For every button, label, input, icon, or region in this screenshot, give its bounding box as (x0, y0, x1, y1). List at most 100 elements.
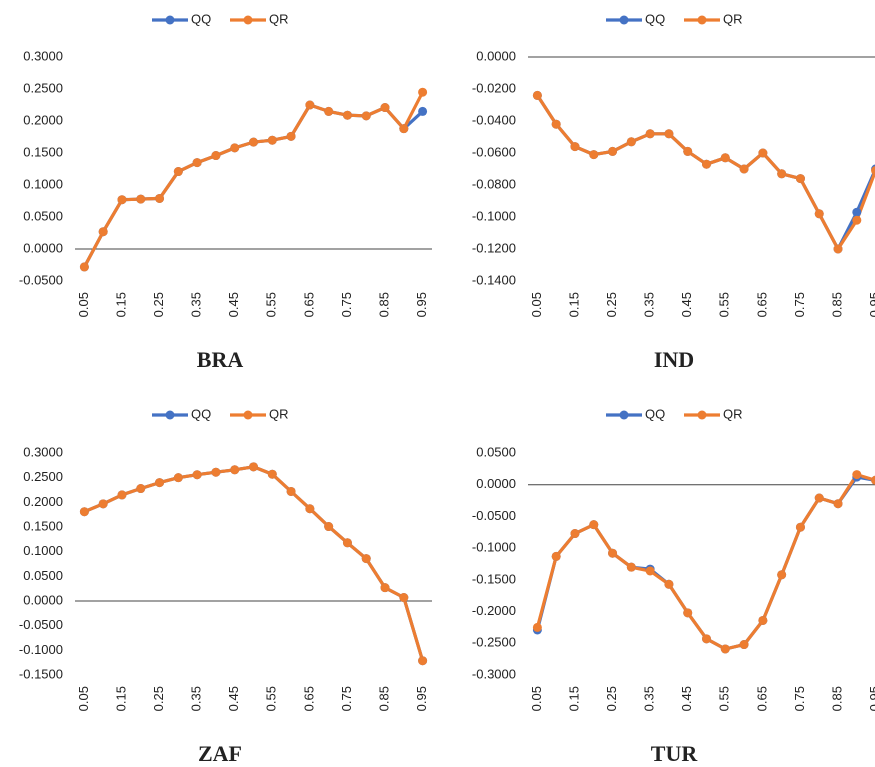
y-tick-label: 0.2500 (23, 80, 63, 95)
marker (418, 87, 428, 97)
marker (230, 143, 240, 153)
legend-marker (697, 15, 707, 25)
y-tick-label: 0.0000 (23, 240, 63, 255)
x-tick-label: 0.55 (717, 686, 732, 711)
y-tick-label: 0.0000 (476, 48, 516, 63)
marker (702, 634, 711, 644)
series-line (82, 91, 425, 268)
y-tick-label: -0.1500 (19, 666, 63, 681)
y-tick-label: -0.1500 (472, 571, 516, 586)
marker (551, 119, 561, 129)
y-tick-label: 0.1000 (23, 176, 63, 191)
x-tick-label: 0.45 (679, 686, 694, 711)
legend-label: QQ (191, 11, 211, 26)
x-tick-label: 0.85 (829, 686, 844, 711)
x-tick-label: 0.95 (414, 292, 429, 317)
marker (399, 124, 409, 134)
marker (173, 473, 183, 483)
marker (192, 470, 202, 480)
marker (871, 475, 875, 485)
marker (98, 227, 108, 237)
marker (645, 129, 655, 139)
y-tick-label: -0.3000 (472, 666, 516, 681)
legend-marker (697, 410, 707, 420)
legend-label: QQ (191, 406, 211, 421)
marker (833, 244, 843, 254)
marker (155, 478, 165, 488)
marker (418, 106, 428, 116)
y-tick-label: -0.1000 (19, 642, 63, 657)
x-tick-label: 0.75 (339, 292, 354, 317)
marker (683, 146, 693, 156)
series-line (535, 473, 875, 651)
marker (589, 150, 599, 160)
marker (192, 158, 202, 168)
marker (286, 131, 296, 141)
marker (570, 529, 580, 539)
marker (155, 193, 165, 203)
marker (739, 640, 749, 650)
marker (249, 137, 258, 147)
marker (589, 520, 599, 530)
y-tick-label: -0.0500 (19, 617, 63, 632)
x-tick-label: 0.55 (264, 292, 279, 317)
marker (305, 100, 315, 110)
marker (720, 153, 730, 163)
y-tick-label: -0.0500 (19, 272, 63, 287)
marker (380, 103, 390, 113)
marker (532, 90, 542, 100)
marker (852, 470, 862, 480)
x-tick-label: 0.25 (151, 686, 166, 711)
x-tick-label: 0.95 (414, 686, 429, 711)
x-tick-label: 0.75 (339, 686, 354, 711)
y-tick-label: 0.2000 (23, 494, 63, 509)
y-tick-label: -0.0600 (472, 144, 516, 159)
x-tick-label: 0.05 (529, 292, 544, 317)
marker (399, 593, 409, 603)
legend-label: QQ (645, 11, 665, 26)
y-tick-label: 0.2000 (23, 112, 63, 127)
marker (871, 166, 875, 176)
marker (852, 215, 862, 225)
chart-title: IND (654, 347, 694, 372)
y-tick-label: -0.1400 (472, 272, 516, 287)
series-line (83, 465, 425, 662)
y-tick-label: 0.3000 (23, 444, 63, 459)
x-tick-label: 0.45 (226, 292, 241, 317)
y-tick-label: -0.0200 (472, 80, 516, 95)
marker (608, 146, 618, 156)
marker (342, 110, 352, 120)
x-tick-label: 0.85 (829, 292, 844, 317)
marker (626, 137, 636, 147)
marker (286, 486, 296, 496)
marker (361, 111, 371, 121)
marker (342, 538, 352, 548)
y-tick-label: 0.1000 (23, 543, 63, 558)
marker (683, 608, 693, 618)
x-tick-label: 0.75 (792, 292, 807, 317)
legend-label: QR (269, 11, 289, 26)
legend-label: QR (723, 11, 743, 26)
marker (117, 195, 127, 205)
marker (230, 465, 240, 475)
marker (758, 615, 768, 625)
x-tick-label: 0.35 (642, 686, 657, 711)
y-tick-label: 0.2500 (23, 469, 63, 484)
marker (79, 262, 89, 272)
y-tick-label: 0.0000 (476, 476, 516, 491)
y-tick-label: 0.0000 (23, 592, 63, 607)
x-tick-label: 0.55 (717, 292, 732, 317)
x-tick-label: 0.85 (376, 686, 391, 711)
y-tick-label: 0.0500 (23, 568, 63, 583)
legend-marker (165, 15, 175, 25)
marker (702, 159, 711, 169)
legend-marker (243, 15, 253, 25)
marker (211, 151, 221, 161)
marker (136, 194, 146, 204)
marker (173, 167, 183, 177)
x-tick-label: 0.25 (604, 686, 619, 711)
marker (79, 507, 89, 517)
marker (664, 579, 674, 589)
y-tick-label: -0.2000 (472, 603, 516, 618)
